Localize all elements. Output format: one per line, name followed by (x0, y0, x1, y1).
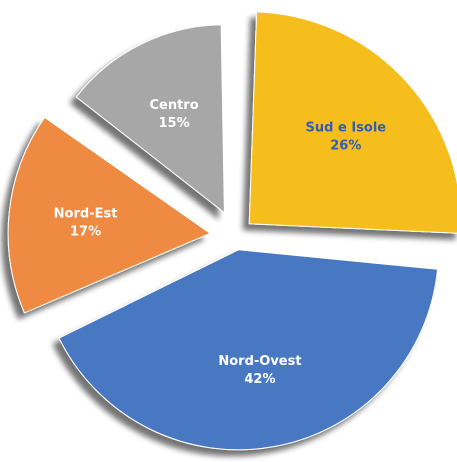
pie-slice-centro (75, 24, 225, 214)
pie-slice-nord-est (7, 116, 212, 314)
slice-percent-label: 15% (159, 116, 190, 131)
slice-percent-label: 26% (330, 139, 361, 154)
slice-name-label: Nord-Ovest (218, 354, 301, 369)
slice-percent-label: 17% (70, 224, 101, 239)
pie-labels: Sud e Isole 26% Nord-Ovest 42% Nord-Est 17% Ce… (54, 98, 387, 387)
pie-slice-sud-e-isole (248, 11, 457, 234)
pie-slice-nord-ovest (58, 249, 439, 451)
slice-percent-label: 42% (244, 372, 275, 387)
pie-slices (7, 11, 457, 451)
slice-name-label: Centro (149, 98, 198, 113)
slice-name-label: Sud e Isole (306, 121, 387, 136)
slice-name-label: Nord-Est (54, 206, 118, 221)
